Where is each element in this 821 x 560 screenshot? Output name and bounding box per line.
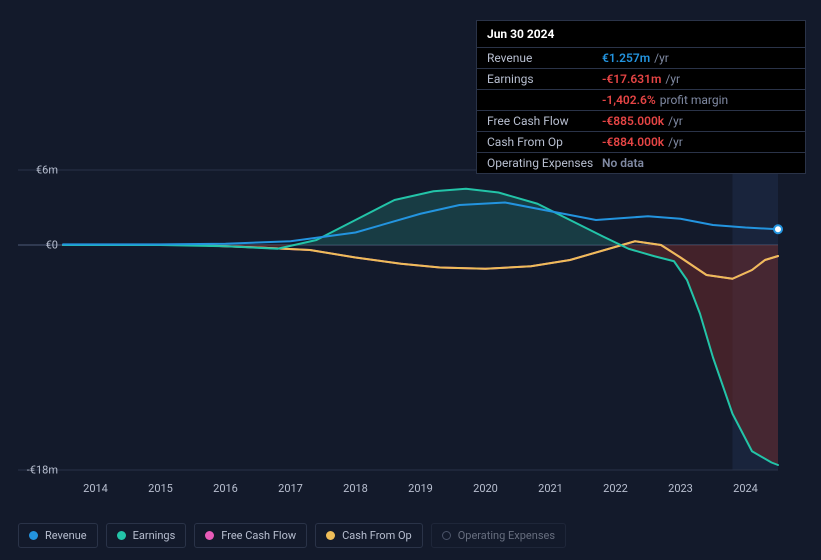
legend-item-opex[interactable]: Operating Expenses — [431, 523, 566, 548]
legend-label: Revenue — [45, 529, 87, 542]
legend-item-earnings[interactable]: Earnings — [106, 523, 187, 548]
legend-label: Free Cash Flow — [221, 529, 296, 542]
y-axis-label: €6m — [36, 164, 58, 177]
tooltip-label: Free Cash Flow — [487, 114, 602, 128]
y-axis-label: -€18m — [27, 464, 58, 477]
tooltip-value: -€884.000k — [602, 135, 664, 149]
legend-swatch — [205, 531, 214, 540]
x-axis-label: 2020 — [473, 482, 498, 495]
tooltip-value: -€17.631m — [602, 72, 661, 86]
x-axis-label: 2015 — [148, 482, 173, 495]
tooltip-unit: /yr — [665, 72, 680, 86]
tooltip-unit: /yr — [668, 114, 683, 128]
tooltip-value: -€885.000k — [602, 114, 664, 128]
y-axis-label: €0 — [46, 239, 58, 252]
legend-swatch — [29, 531, 38, 540]
tooltip-unit: /yr — [668, 135, 683, 149]
legend-item-revenue[interactable]: Revenue — [18, 523, 98, 548]
tooltip-row: Free Cash Flow-€885.000k /yr — [477, 111, 805, 132]
chart-legend: Revenue Earnings Free Cash Flow Cash From O… — [18, 523, 566, 548]
tooltip-label: Earnings — [487, 72, 602, 86]
legend-swatch — [326, 531, 335, 540]
tooltip-row: Earnings-€17.631m /yr — [477, 69, 805, 90]
legend-swatch — [442, 531, 451, 540]
tooltip-label: Revenue — [487, 51, 602, 65]
x-axis-label: 2022 — [603, 482, 628, 495]
x-axis-label: 2021 — [538, 482, 563, 495]
legend-label: Earnings — [133, 529, 176, 542]
x-axis-label: 2019 — [408, 482, 433, 495]
tooltip-label: Operating Expenses — [487, 156, 602, 170]
tooltip-value: €1.257m — [602, 51, 650, 65]
tooltip-date: Jun 30 2024 — [477, 21, 805, 48]
x-axis-label: 2016 — [213, 482, 238, 495]
legend-item-cashop[interactable]: Cash From Op — [315, 523, 423, 548]
financials-chart[interactable]: €6m €0 -€18m 2014 2015 2016 2017 2018 2019 2020 20… — [18, 160, 805, 540]
tooltip-subrow: -1,402.6% profit margin — [477, 90, 805, 111]
tooltip-row: Revenue€1.257m /yr — [477, 48, 805, 69]
x-axis-label: 2023 — [668, 482, 693, 495]
tooltip-value: No data — [602, 156, 644, 170]
tooltip-subvalue: -1,402.6% — [602, 93, 656, 107]
x-axis-label: 2024 — [733, 482, 758, 495]
tooltip-row: Operating ExpensesNo data — [477, 153, 805, 173]
chart-tooltip: Jun 30 2024 Revenue€1.257m /yrEarnings-€… — [476, 20, 806, 174]
legend-item-fcf[interactable]: Free Cash Flow — [194, 523, 307, 548]
x-axis-label: 2014 — [83, 482, 108, 495]
legend-swatch — [117, 531, 126, 540]
tooltip-row: Cash From Op-€884.000k /yr — [477, 132, 805, 153]
legend-label: Cash From Op — [342, 529, 412, 542]
tooltip-unit: /yr — [654, 51, 669, 65]
tooltip-subunit: profit margin — [660, 93, 728, 107]
x-axis-label: 2018 — [343, 482, 368, 495]
tooltip-label: Cash From Op — [487, 135, 602, 149]
x-axis-label: 2017 — [278, 482, 303, 495]
legend-label: Operating Expenses — [458, 529, 555, 542]
